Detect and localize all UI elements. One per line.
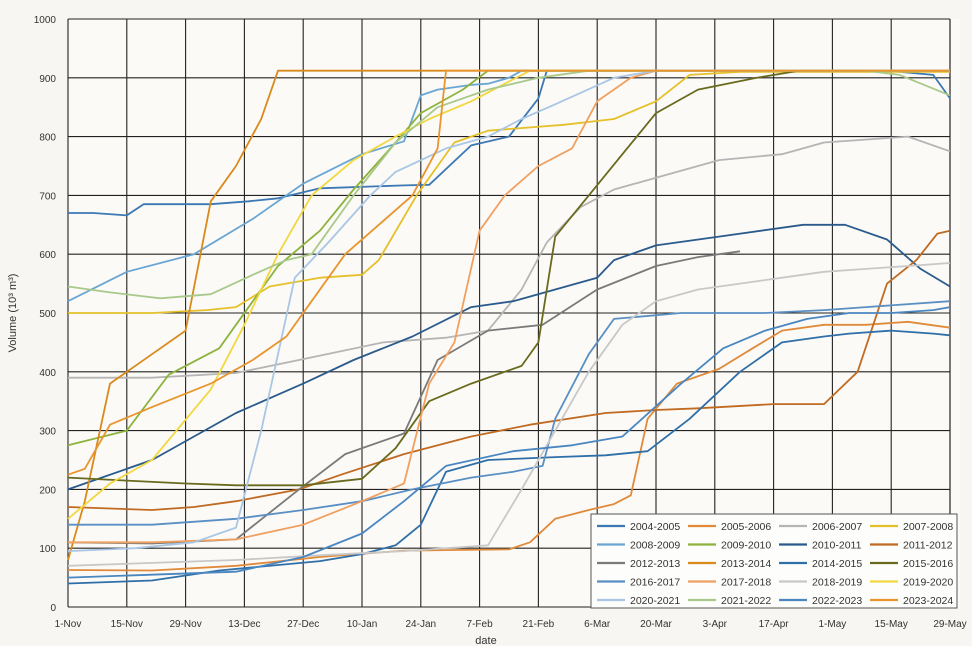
legend-label: 2009-2010	[721, 540, 771, 552]
y-tick-label: 800	[39, 133, 56, 144]
y-tick-label: 900	[39, 74, 56, 85]
y-tick-label: 200	[39, 485, 56, 496]
legend-label: 2020-2021	[630, 595, 680, 607]
legend-label: 2022-2023	[812, 595, 862, 607]
y-tick-label: 700	[39, 191, 56, 202]
legend-label: 2007-2008	[903, 521, 953, 533]
legend: 2004-2005 2005-2006 2006-2007 2007-2008 2008…	[591, 514, 957, 608]
legend-label: 2019-2020	[903, 577, 953, 589]
x-tick-label: 24-Jan	[406, 619, 437, 630]
x-tick-label: 15-May	[875, 619, 908, 630]
x-tick-label: 17-Apr	[759, 619, 790, 630]
x-tick-label: 21-Feb	[523, 619, 555, 630]
x-tick-label: 27-Dec	[287, 619, 319, 630]
x-tick-label: 6-Mar	[584, 619, 611, 630]
legend-label: 2017-2018	[721, 577, 771, 589]
legend-label: 2014-2015	[812, 558, 862, 570]
x-tick-label: 29-Nov	[169, 619, 201, 630]
y-axis-label: Volume (10³ m³)	[7, 274, 19, 353]
y-tick-label: 100	[39, 544, 56, 555]
y-tick-label: 600	[39, 250, 56, 261]
legend-label: 2006-2007	[812, 521, 862, 533]
x-axis-label: date	[475, 635, 496, 646]
y-tick-label: 300	[39, 427, 56, 438]
legend-label: 2021-2022	[721, 595, 771, 607]
legend-label: 2005-2006	[721, 521, 771, 533]
x-tick-label: 1-May	[819, 619, 847, 630]
legend-label: 2012-2013	[630, 558, 680, 570]
x-tick-label: 20-Mar	[640, 619, 672, 630]
x-tick-label: 15-Nov	[111, 619, 143, 630]
legend-label: 2015-2016	[903, 558, 953, 570]
x-tick-label: 1-Nov	[55, 619, 82, 630]
legend-label: 2011-2012	[903, 540, 953, 552]
x-tick-label: 3-Apr	[703, 619, 728, 630]
y-tick-label: 500	[39, 309, 56, 320]
y-tick-label: 1000	[34, 15, 57, 26]
y-axis-ticks: 0 100 200 300 400 500 600 700 800 900 1000	[34, 15, 57, 614]
x-tick-label: 7-Feb	[467, 619, 494, 630]
legend-label: 2018-2019	[812, 577, 862, 589]
legend-label: 2008-2009	[630, 540, 680, 552]
legend-label: 2004-2005	[630, 521, 680, 533]
legend-label: 2013-2014	[721, 558, 771, 570]
legend-label: 2016-2017	[630, 577, 680, 589]
x-tick-label: 29-May	[933, 619, 966, 630]
x-tick-label: 10-Jan	[347, 619, 378, 630]
legend-label: 2010-2011	[812, 540, 862, 552]
y-tick-label: 400	[39, 368, 56, 379]
y-tick-label: 0	[50, 603, 56, 614]
legend-label: 2023-2024	[903, 595, 953, 607]
x-axis-ticks: 1-Nov 15-Nov 29-Nov 13-Dec 27-Dec 10-Jan 24-Ja…	[55, 619, 967, 630]
x-tick-label: 13-Dec	[228, 619, 260, 630]
